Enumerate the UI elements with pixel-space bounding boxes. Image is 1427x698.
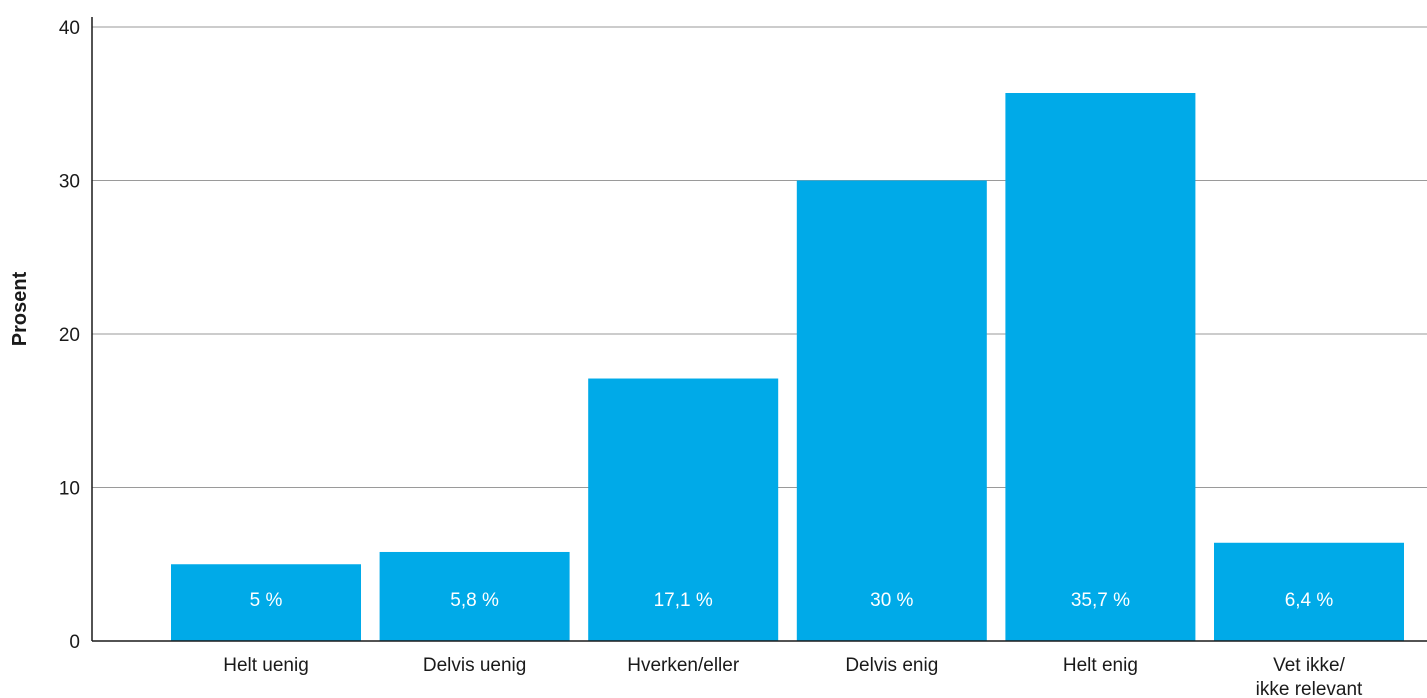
bars bbox=[171, 93, 1404, 641]
x-category-label: Delvis uenig bbox=[423, 655, 527, 676]
bar-data-labels: 5 % 5,8 % 17,1 % 30 % 35,7 % 6,4 % bbox=[250, 590, 1334, 611]
y-tick-label: 30 bbox=[59, 172, 80, 193]
y-tick-label: 0 bbox=[69, 632, 80, 653]
x-category-label: Delvis enig bbox=[845, 655, 938, 676]
bar bbox=[171, 564, 361, 641]
bar-data-label: 17,1 % bbox=[654, 590, 713, 611]
bar bbox=[1005, 93, 1196, 641]
bar-data-label: 6,4 % bbox=[1285, 590, 1334, 611]
bar-data-label: 5,8 % bbox=[450, 590, 499, 611]
bar-data-label: 35,7 % bbox=[1071, 590, 1130, 611]
bar bbox=[379, 551, 570, 641]
x-category-label: Vet ikke/ikke relevant bbox=[1256, 655, 1363, 698]
bar-data-label: 5 % bbox=[250, 590, 283, 611]
y-tick-label: 40 bbox=[59, 18, 80, 39]
bar bbox=[796, 180, 987, 641]
bar bbox=[588, 378, 779, 641]
y-tick-labels: 0 10 20 30 40 bbox=[59, 18, 80, 653]
x-category-labels: Helt uenig Delvis uenig Hverken/eller Delvi… bbox=[223, 655, 1363, 698]
x-category-label: Helt enig bbox=[1063, 655, 1138, 676]
x-category-label: Helt uenig bbox=[223, 655, 309, 676]
bar-data-label: 30 % bbox=[870, 590, 913, 611]
y-axis-title: Prosent bbox=[9, 271, 31, 346]
y-tick-label: 10 bbox=[59, 479, 80, 500]
axes bbox=[91, 17, 1427, 642]
x-category-label: Hverken/eller bbox=[627, 655, 740, 676]
y-tick-label: 20 bbox=[59, 325, 80, 346]
bar bbox=[1214, 542, 1404, 641]
